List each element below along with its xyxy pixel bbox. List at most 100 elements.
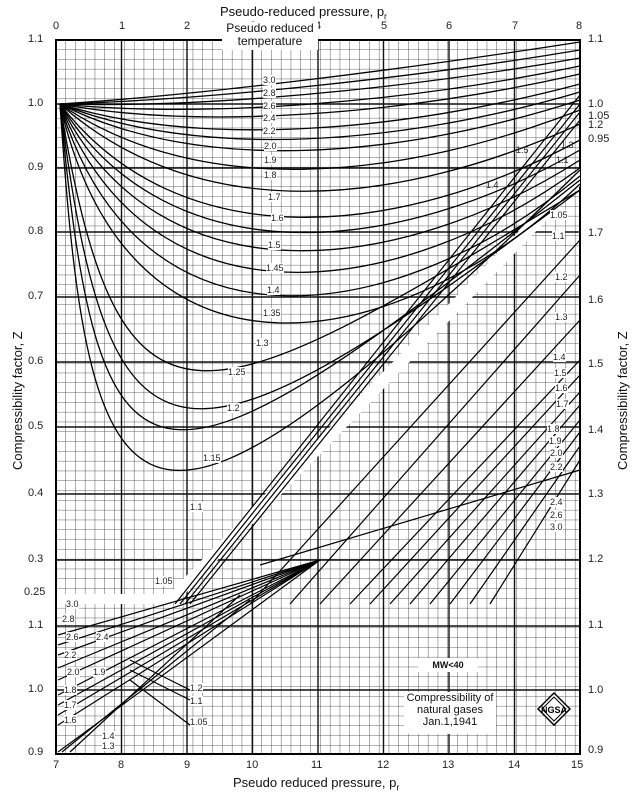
curve-label: 2.2 xyxy=(64,650,77,660)
curve-label: 3.0 xyxy=(66,599,79,609)
left-tick: 0.7 xyxy=(28,290,44,302)
right-tick: 1.6 xyxy=(588,294,604,306)
top-tick: 1 xyxy=(119,20,126,32)
curve-label: 1.3 xyxy=(256,338,269,348)
curve-label: 2.8 xyxy=(62,614,75,624)
curve-label: 2.6 xyxy=(66,632,79,642)
top-tick: 2 xyxy=(184,20,191,32)
top-tick: 0 xyxy=(53,20,60,32)
top-tick: 7 xyxy=(512,20,519,32)
right-tick: 1.1 xyxy=(588,619,604,631)
curve-label: 1.6 xyxy=(271,213,284,223)
curve-label: 2.0 xyxy=(67,667,80,677)
right-y-axis-title: Compressibility factor, Z xyxy=(615,331,630,470)
bottom-axis-title: Pseudo reduced pressure, pr xyxy=(233,775,400,793)
left-tick: 0.25 xyxy=(24,586,46,598)
curve-label: 1.7 xyxy=(268,192,281,202)
curve-label: 1.4 xyxy=(267,285,280,295)
curve-label: 1.2 xyxy=(555,272,568,282)
curve-label: 1.8 xyxy=(547,424,560,434)
curve-label: 1.1 xyxy=(190,502,203,512)
top-tick: 6 xyxy=(446,20,453,32)
curve-label: 2.8 xyxy=(263,88,276,98)
curve-label: 2.6 xyxy=(263,101,276,111)
left-tick: 0.9 xyxy=(28,161,44,173)
left-y-axis-title: Compressibility factor, Z xyxy=(10,331,25,470)
curve-label: 1.2 xyxy=(190,683,203,693)
right-tick: 1.1 xyxy=(588,33,604,45)
right-tick: 1.5 xyxy=(588,358,604,370)
chart-caption: Compressibility of natural gases Jan.1,1… xyxy=(404,692,496,734)
top-tick: 4 xyxy=(315,20,322,32)
ngsa-logo-icon: NGSA xyxy=(536,691,572,727)
left-tick: 1.1 xyxy=(28,33,44,45)
curve-label: 1.8 xyxy=(64,685,77,695)
panel-divider xyxy=(57,594,167,604)
upper-curves xyxy=(59,41,581,472)
right-tick: 1.3 xyxy=(588,488,604,500)
right-tick: 1.0 xyxy=(588,684,604,696)
left-tick: 1.0 xyxy=(28,683,44,695)
right-tick: 1.4 xyxy=(588,424,604,436)
curve-label: 1.3 xyxy=(561,140,574,150)
lower-curves xyxy=(57,559,321,753)
mw-label: MW<40 xyxy=(418,658,478,672)
curve-label: 2.4 xyxy=(96,632,109,642)
legend-title: Pseudo reduced temperature xyxy=(222,22,318,50)
bottom-tick: 12 xyxy=(377,759,390,771)
left-tick: 0.6 xyxy=(28,355,44,367)
curve-label: 2.6 xyxy=(550,510,563,520)
right-tick: 1.2 xyxy=(588,553,604,565)
curve-label: 1.35 xyxy=(263,308,281,318)
curve-label: 1.05 xyxy=(155,576,173,586)
curve-label: 1.9 xyxy=(549,436,562,446)
curve-label: 2.2 xyxy=(263,126,276,136)
curve-label: 1.1 xyxy=(552,231,565,241)
curve-label: 1.05 xyxy=(190,717,208,727)
right-tick: 0.95 xyxy=(588,133,610,145)
left-tick: 0.8 xyxy=(28,225,44,237)
curve-label: 1.1 xyxy=(556,155,569,165)
right-tick: 1.0 xyxy=(588,98,604,110)
left-tick: 0.3 xyxy=(28,553,44,565)
curve-label: 3.0 xyxy=(263,75,276,85)
curve-label: 1.8 xyxy=(264,170,277,180)
plot-frame xyxy=(55,39,581,755)
diagonal-band xyxy=(165,168,580,604)
bottom-tick: 13 xyxy=(442,759,455,771)
curve-label: 2.4 xyxy=(263,113,276,123)
curve-label: 2.4 xyxy=(550,497,563,507)
svg-text:NGSA: NGSA xyxy=(541,705,568,715)
right-tick: 0.9 xyxy=(588,744,604,756)
curve-label: 1.3 xyxy=(102,741,115,751)
bottom-tick: 15 xyxy=(571,759,584,771)
left-tick: 0.4 xyxy=(28,487,44,499)
curve-label: 3.0 xyxy=(550,522,563,532)
curve-label: 1.5 xyxy=(268,240,281,250)
right-tick: 1.7 xyxy=(588,227,604,239)
left-tick: 0.5 xyxy=(28,420,44,432)
left-tick: 0.9 xyxy=(28,746,44,758)
right-tick: 1.2 xyxy=(588,119,604,131)
curve-label: 2.0 xyxy=(550,448,563,458)
curve-label: 1.7 xyxy=(64,700,77,710)
curve-label: 2.0 xyxy=(264,141,277,151)
bottom-tick: 11 xyxy=(311,759,323,771)
curve-label: 1.05 xyxy=(550,210,568,220)
curve-label: 1.6 xyxy=(555,383,568,393)
left-tick: 1.0 xyxy=(28,97,44,109)
bottom-tick: 10 xyxy=(246,759,259,771)
bottom-tick: 8 xyxy=(118,759,125,771)
curve-label: 1.5 xyxy=(516,145,529,155)
top-tick: 8 xyxy=(576,20,583,32)
curve-label: 1.4 xyxy=(102,731,115,741)
top-tick: 5 xyxy=(381,20,388,32)
curve-label: 1.3 xyxy=(555,312,568,322)
curve-label: 1.4 xyxy=(486,180,499,190)
curve-label: 2.2 xyxy=(550,462,563,472)
curve-label: 1.6 xyxy=(64,715,77,725)
curve-label: 1.4 xyxy=(553,352,566,362)
curve-label: 1.2 xyxy=(227,403,240,413)
curve-label: 1.5 xyxy=(554,368,567,378)
